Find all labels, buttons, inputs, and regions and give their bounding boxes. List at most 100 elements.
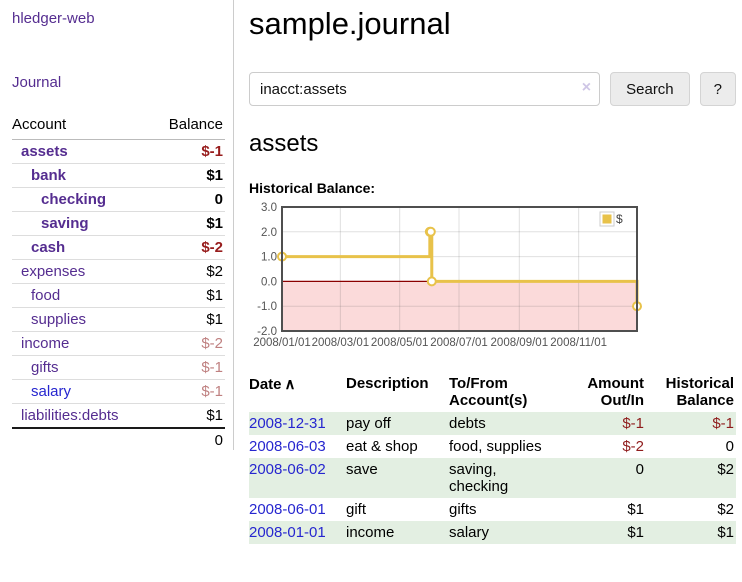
account-link-supplies[interactable]: supplies	[31, 311, 87, 328]
txn-balance: 0	[725, 438, 734, 455]
search-bar: × Search ?	[249, 72, 736, 106]
x-tick-label: 2008/05/01	[371, 337, 429, 349]
account-link-assets[interactable]: assets	[21, 143, 68, 160]
txn-date-link[interactable]: 2008-06-01	[249, 501, 326, 518]
x-tick-label: 2008/01/01	[253, 337, 311, 349]
app-title-link[interactable]: hledger-web	[12, 10, 95, 27]
account-balance: $1	[152, 307, 225, 332]
txn-accounts: gifts	[449, 501, 477, 518]
account-link-income[interactable]: income	[21, 335, 70, 352]
account-link-food[interactable]: food	[31, 287, 61, 304]
txn-accounts: food, supplies	[449, 438, 542, 455]
txn-description: eat & shop	[346, 438, 418, 455]
account-row-assets: assets $-1	[12, 140, 225, 164]
txn-amount: $-2	[622, 438, 644, 455]
register-header-row: Date ∧ Description To/From Account(s) Amo…	[249, 372, 736, 412]
sidebar-item-journal[interactable]: Journal	[12, 74, 62, 91]
account-heading: assets	[249, 130, 319, 157]
account-balance: $-1	[201, 143, 223, 160]
txn-accounts: debts	[449, 412, 561, 435]
clear-search-icon[interactable]: ×	[581, 79, 592, 96]
y-tick-label: 1.0	[261, 252, 277, 264]
account-balance: $-1	[152, 379, 225, 404]
accounts-total-row: 0	[12, 427, 225, 452]
data-point	[425, 226, 436, 237]
account-link-gifts[interactable]: gifts	[31, 359, 59, 376]
account-balance: $1	[152, 163, 225, 188]
register-col-date[interactable]: Date ∧	[249, 376, 296, 393]
txn-description: gift	[346, 501, 367, 518]
page-title: sample.journal	[249, 6, 451, 41]
accounts-total-value: 0	[152, 427, 225, 452]
txn-description: save	[346, 458, 449, 498]
account-row-cash: cash $-2	[12, 235, 225, 260]
account-link-bank[interactable]: bank	[31, 167, 67, 184]
account-row-checking: checking 0	[12, 187, 225, 212]
y-tick-label: 0.0	[261, 276, 277, 288]
register-col-balance: Historical Balance	[665, 375, 734, 409]
x-tick-label: 2008/11/01	[550, 337, 607, 349]
txn-balance: $2	[644, 458, 736, 498]
register-row: 2008-06-02 save saving, checking 0 $2	[249, 458, 736, 498]
account-link-cash[interactable]: cash	[31, 239, 66, 256]
account-row-food: food $1	[12, 283, 225, 308]
account-row-gifts: gifts $-1	[12, 355, 225, 380]
search-input-wrap: ×	[249, 72, 601, 106]
account-link-expenses[interactable]: expenses	[21, 263, 86, 280]
txn-description: income	[346, 521, 449, 544]
y-tick-label: -2.0	[257, 326, 277, 338]
txn-amount: 0	[561, 458, 644, 498]
register-row: 2008-12-31 pay off debts $-1 $-1	[249, 412, 736, 435]
search-button[interactable]: Search	[610, 72, 690, 106]
register-row: 2008-06-03 eat & shop food, supplies $-2…	[249, 435, 736, 458]
txn-balance: $1	[644, 521, 736, 544]
register-row: 2008-01-01 income salary $1 $1	[249, 521, 736, 544]
balance-chart: $3.0 2.0 1.0 0.0 -1.0 -2.0 2008/01/01 2008/03/0…	[249, 202, 642, 356]
register-col-accounts: To/From Account(s)	[449, 375, 528, 409]
txn-date-link[interactable]: 2008-06-02	[249, 461, 326, 478]
plot-border	[281, 206, 638, 332]
txn-balance: $-1	[644, 412, 736, 435]
y-tick-label: -1.0	[257, 301, 277, 313]
txn-amount: $1	[561, 521, 644, 544]
sort-asc-icon: ∧	[284, 376, 296, 393]
accounts-col-account: Account	[12, 112, 153, 140]
account-link-checking[interactable]: checking	[41, 191, 107, 208]
account-row-expenses: expenses $2	[12, 259, 225, 284]
txn-date-link[interactable]: 2008-12-31	[249, 415, 326, 432]
account-balance: $2	[152, 259, 225, 284]
negative-region	[282, 281, 637, 331]
txn-date-link[interactable]: 2008-01-01	[249, 524, 326, 541]
account-link-saving[interactable]: saving	[41, 215, 89, 232]
register-table: Date ∧ Description To/From Account(s) Amo…	[249, 372, 736, 544]
data-point	[426, 276, 437, 287]
help-button[interactable]: ?	[699, 72, 736, 106]
txn-date-link[interactable]: 2008-06-03	[249, 438, 326, 455]
txn-accounts: salary	[449, 521, 561, 544]
search-input[interactable]	[249, 72, 601, 106]
account-link-salary[interactable]: salary	[31, 383, 72, 400]
txn-description: pay off	[346, 412, 449, 435]
x-tick-label: 2008/07/01	[430, 337, 488, 349]
account-balance: $1	[152, 283, 225, 308]
txn-balance: $2	[717, 501, 734, 518]
account-balance: $1	[152, 211, 225, 236]
y-tick-label: 2.0	[261, 227, 277, 239]
chart-title: Historical Balance:	[249, 180, 376, 196]
account-row-liabilities-debts: liabilities:debts $1	[12, 403, 225, 428]
account-balance: $-2	[152, 235, 225, 260]
x-tick-label: 2008/03/01	[312, 337, 370, 349]
y-tick-label: 3.0	[261, 202, 277, 214]
account-row-saving: saving $1	[12, 211, 225, 236]
account-balance: $-1	[152, 355, 225, 380]
x-tick-label: 2008/09/01	[491, 337, 549, 349]
account-row-income: income $-2	[12, 331, 225, 356]
account-balance: $-2	[152, 331, 225, 356]
account-row-bank: bank $1	[12, 163, 225, 188]
txn-accounts: saving, checking	[449, 458, 561, 498]
account-row-salary: salary $-1	[12, 379, 225, 404]
account-balance: $1	[152, 403, 225, 428]
register-col-amount: Amount Out/In	[587, 375, 644, 409]
account-link-liabilities-debts[interactable]: liabilities:debts	[21, 407, 119, 424]
